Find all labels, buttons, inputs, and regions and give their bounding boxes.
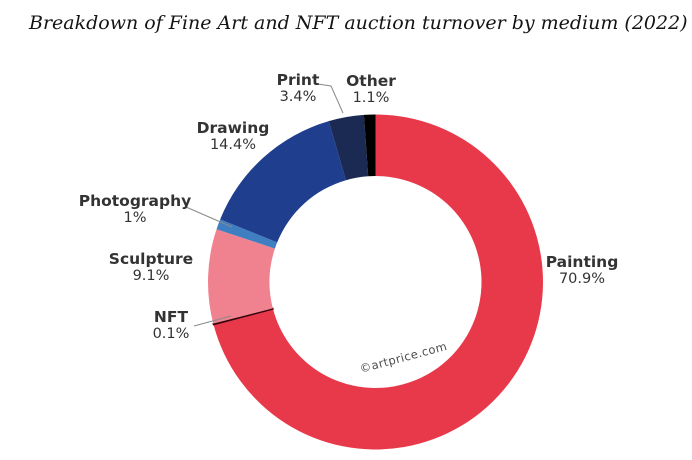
chart-title: Breakdown of Fine Art and NFT auction tu…: [29, 12, 688, 34]
slice-print: [328, 114, 369, 181]
leader-line-photography: [185, 206, 233, 228]
slice-drawing: [220, 121, 346, 243]
slice-painting: [213, 114, 544, 450]
leader-lines: [185, 83, 344, 327]
leader-line-print: [317, 83, 344, 114]
slice-sculpture: [207, 229, 275, 324]
donut-slices: [207, 114, 544, 450]
leader-line-nft: [193, 315, 232, 327]
slice-other: [363, 114, 376, 177]
